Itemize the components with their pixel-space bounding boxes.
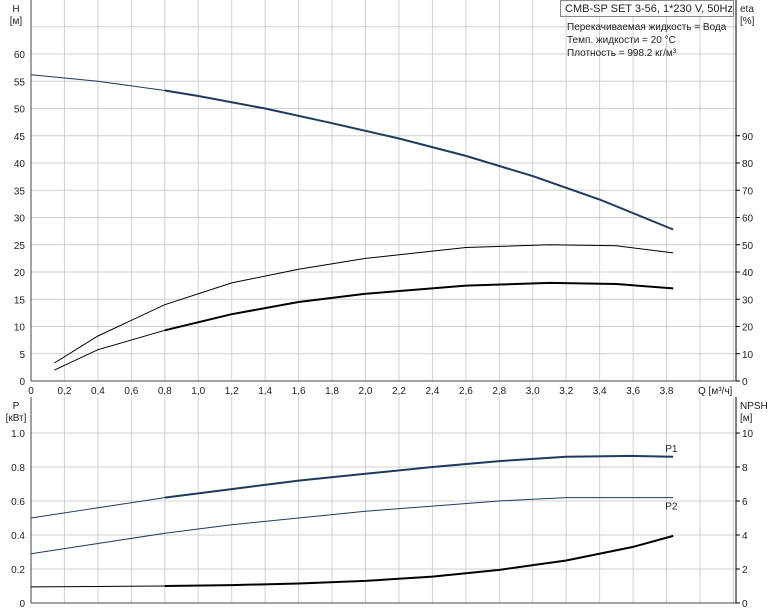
y-tick-label: 0.4 [11,531,25,542]
x-tick-label: 3,4 [593,386,607,397]
y-tick-label: 25 [14,241,26,252]
series-P2-line [30,497,674,555]
y2-tick-label: 40 [742,268,754,279]
y2-tick-label: 50 [742,241,754,252]
x-tick-label: 0 [28,386,34,397]
y2-tick-label: 80 [742,159,754,170]
x-tick-label: 0,4 [91,386,105,397]
series-P1-line-bold [164,454,674,499]
x-tick-label: 0,2 [57,386,71,397]
y-tick-label: 60 [14,50,26,61]
info-temperature: Темп. жидкости = 20 °C [567,35,676,46]
x-axis-label: Q [м³/ч] [698,386,733,397]
y-axis-unit: [кВт] [6,413,27,424]
y2-axis-unit: [м] [740,413,753,424]
x-tick-label: 2,6 [459,386,473,397]
x-tick-label: 2,2 [392,386,406,397]
y-tick-label: 0.8 [11,463,25,474]
x-tick-label: 0,8 [158,386,172,397]
x-tick-label: 1,0 [191,386,205,397]
y-tick-label: 30 [14,214,26,225]
x-tick-label: 2,0 [359,386,373,397]
series-H-line [30,74,165,91]
y-tick-label: 0.6 [11,497,25,508]
y-tick-label: 35 [14,186,26,197]
info-liquid: Перекачиваемая жидкость = Вода [567,22,727,33]
x-tick-label: 3,6 [626,386,640,397]
series-NPSH-line [30,585,165,588]
y2-tick-label: 6 [742,497,748,508]
series-eta_lower-line-bold [164,281,674,332]
x-tick-label: 1,2 [225,386,239,397]
y-tick-label: 10 [14,323,26,334]
x-tick-label: 3,0 [526,386,540,397]
y-tick-label: 0 [19,377,25,388]
series-eta_lower-line [54,329,165,371]
chart-title: CMB-SP SET 3-56, 1*230 V, 50Hz [560,0,734,17]
y2-axis-unit: [%] [740,16,755,27]
y-tick-label: 50 [14,105,26,116]
y-tick-label: 20 [14,268,26,279]
y2-axis-label: eta [740,4,754,15]
info-density: Плотность = 998.2 кг/м³ [567,48,677,59]
y2-tick-label: 0 [742,377,748,388]
y2-axis-label: NPSH [740,401,768,412]
y2-tick-label: 20 [742,323,754,334]
y2-tick-label: 10 [742,350,754,361]
y2-tick-label: 0 [742,599,748,610]
y2-tick-label: 8 [742,463,748,474]
y-tick-label: 1.0 [11,429,25,440]
x-tick-label: 1,6 [292,386,306,397]
y2-tick-label: 70 [742,186,754,197]
series-H-line-bold [164,89,674,231]
x-tick-label: 3,8 [660,386,674,397]
x-tick-label: 0,6 [124,386,138,397]
y2-tick-label: 30 [742,295,754,306]
y2-tick-label: 60 [742,214,754,225]
y-tick-label: 55 [14,77,26,88]
y-tick-label: 15 [14,295,26,306]
x-tick-label: 1,4 [258,386,272,397]
y2-tick-label: 4 [742,531,748,542]
y-axis-unit: [м] [10,16,23,27]
series-label-P2: P2 [665,502,678,513]
y-tick-label: 5 [19,350,25,361]
x-tick-label: 1,8 [325,386,339,397]
x-tick-label: 2,8 [492,386,506,397]
y-tick-label: 45 [14,132,26,143]
x-tick-label: 3,2 [559,386,573,397]
series-label-P1: P1 [665,444,678,455]
series-P1-line [30,497,165,519]
y-axis-label: P [13,401,20,412]
x-tick-label: 2,4 [425,386,439,397]
y-axis-label: H [12,4,19,15]
y-tick-label: 0 [19,599,25,610]
y-tick-label: 0.2 [11,565,25,576]
series-NPSH-line-bold [164,534,674,587]
y2-tick-label: 2 [742,565,748,576]
series-eta_upper-line [54,244,674,364]
y2-tick-label: 90 [742,132,754,143]
y-tick-label: 40 [14,159,26,170]
y2-tick-label: 10 [742,429,754,440]
